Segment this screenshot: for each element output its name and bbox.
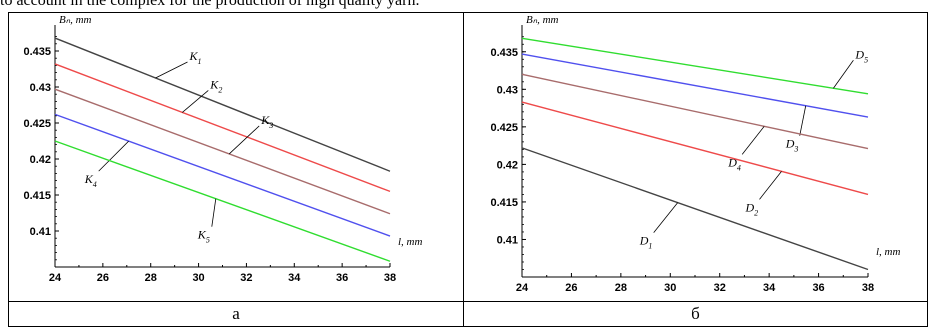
leader-line-k3 xyxy=(228,125,260,155)
series-label-base: K xyxy=(189,49,199,63)
series-line-k5 xyxy=(54,140,391,262)
series-label-k1: K1 xyxy=(189,49,202,66)
series-line-d4 xyxy=(521,73,869,150)
figure-table: 24 26 28 30 32 34 36 38 0.41 0.415 0.42 0.425 0.43 0.… xyxy=(8,12,928,327)
y-tick-label: 0.415 xyxy=(490,197,518,209)
leader-line-k1 xyxy=(155,61,188,79)
series-label-sub: 1 xyxy=(198,57,202,66)
series-label-sub: 3 xyxy=(793,145,798,154)
series-label-base: D xyxy=(639,234,649,248)
leader-line-d1 xyxy=(653,202,679,233)
leader-line-d4 xyxy=(741,126,765,155)
x-axis-label: l, mm xyxy=(398,236,423,248)
series-label-base: D xyxy=(854,47,864,61)
series-label-base: K xyxy=(197,228,207,242)
x-tick-label: 28 xyxy=(615,282,627,294)
series-line-k2 xyxy=(54,63,391,193)
series-label-base: D xyxy=(785,137,795,151)
x-tick-label: 24 xyxy=(49,272,62,284)
series-line-d3 xyxy=(521,53,869,118)
leader-line-k5 xyxy=(211,198,217,227)
leader-line-k2 xyxy=(182,90,209,113)
x-tick-label: 36 xyxy=(336,272,348,284)
y-tick-label: 0.41 xyxy=(497,234,518,246)
series-label-base: K xyxy=(84,172,94,186)
series-label-k2: K2 xyxy=(209,77,222,94)
series-label-k3: K3 xyxy=(260,113,273,130)
y-tick-label: 0.435 xyxy=(23,46,51,58)
x-tick-label: 26 xyxy=(565,282,577,294)
panel-b-caption: б xyxy=(463,301,928,327)
series-label-sub: 1 xyxy=(648,242,652,251)
series-label-d2: D2 xyxy=(745,200,759,217)
y-tick-label: 0.41 xyxy=(30,226,51,238)
leader-line-k4 xyxy=(98,140,129,172)
series-line-k4 xyxy=(54,113,391,237)
y-tick-label: 0.425 xyxy=(490,122,518,134)
series-label-sub: 4 xyxy=(93,180,97,189)
series-label-sub: 2 xyxy=(754,208,758,217)
series-label-sub: 2 xyxy=(218,85,222,94)
y-axis-label: Bₙ, mm xyxy=(526,14,559,26)
panel-b-cell: 24 26 28 30 32 34 36 38 0.41 0.415 0.42 0.425 0.43 0.… xyxy=(463,12,928,302)
y-axis-label: Bₙ, mm xyxy=(59,14,92,26)
series-label-sub: 5 xyxy=(206,236,210,245)
x-tick-label: 30 xyxy=(664,282,676,294)
series-label-sub: 5 xyxy=(864,55,868,64)
chart-panel-a: 24 26 28 30 32 34 36 380.410.4150.420.4250.430.… xyxy=(23,14,423,284)
x-tick-label: 38 xyxy=(384,272,396,284)
series-label-k4: K4 xyxy=(84,172,97,189)
series-line-d5 xyxy=(521,37,869,95)
figure-context-text: to account in the complex for the produc… xyxy=(0,0,420,9)
series-label-d1: D1 xyxy=(639,234,653,251)
x-tick-label: 38 xyxy=(862,282,874,294)
y-tick-label: 0.42 xyxy=(30,154,51,166)
y-tick-label: 0.425 xyxy=(23,118,51,130)
series-line-d2 xyxy=(521,101,869,196)
series-line-d1 xyxy=(521,147,869,271)
x-tick-label: 28 xyxy=(145,272,157,284)
y-tick-label: 0.435 xyxy=(490,47,518,59)
x-tick-label: 32 xyxy=(714,282,726,294)
x-tick-label: 34 xyxy=(288,272,301,284)
series-label-sub: 3 xyxy=(268,121,273,130)
series-line-k3 xyxy=(54,88,391,215)
x-axis-label: l, mm xyxy=(876,246,901,258)
series-label-d5: D5 xyxy=(854,47,868,64)
series-label-base: K xyxy=(260,113,270,127)
y-tick-label: 0.43 xyxy=(30,82,51,94)
x-tick-label: 30 xyxy=(192,272,204,284)
y-tick-label: 0.43 xyxy=(497,84,518,96)
x-tick-label: 36 xyxy=(812,282,824,294)
series-label-sub: 4 xyxy=(737,163,741,172)
series-label-base: D xyxy=(727,155,737,169)
x-tick-label: 34 xyxy=(763,282,776,294)
leader-line-d5 xyxy=(833,60,854,89)
x-tick-label: 26 xyxy=(97,272,109,284)
y-tick-label: 0.415 xyxy=(23,190,51,202)
leader-line-d3 xyxy=(799,105,807,136)
series-label-base: D xyxy=(745,200,755,214)
chart-panel-b: 24 26 28 30 32 34 36 380.410.4150.420.4250.430.… xyxy=(490,14,901,294)
series-label-d3: D3 xyxy=(785,137,799,154)
leader-line-d2 xyxy=(759,171,782,200)
series-label-k5: K5 xyxy=(197,228,210,245)
panel-a-caption: а xyxy=(8,301,464,327)
series-line-k1 xyxy=(54,37,391,172)
y-tick-label: 0.42 xyxy=(497,159,518,171)
panel-a-cell: 24 26 28 30 32 34 36 38 0.41 0.415 0.42 0.425 0.43 0.… xyxy=(8,12,464,302)
series-label-base: K xyxy=(209,77,219,91)
series-label-d4: D4 xyxy=(727,155,741,172)
x-tick-label: 32 xyxy=(240,272,252,284)
x-tick-label: 24 xyxy=(516,282,529,294)
